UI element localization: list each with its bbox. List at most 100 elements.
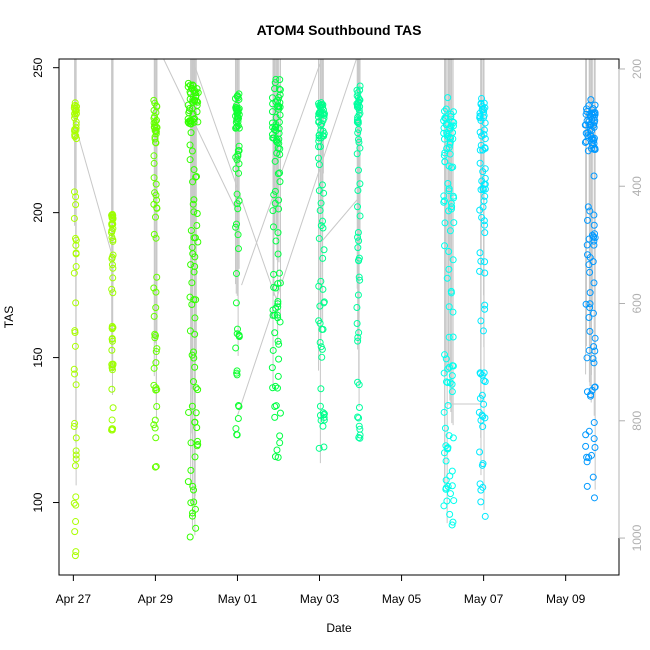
tas-point — [589, 473, 597, 481]
tas-point — [234, 122, 242, 130]
tas-point — [72, 381, 80, 389]
tas-point — [444, 365, 452, 373]
tas-point — [274, 229, 282, 237]
tas-point — [442, 457, 450, 465]
tas-point — [274, 250, 282, 258]
tas-point — [447, 199, 455, 207]
tas-point — [234, 414, 242, 422]
tas-point — [71, 110, 79, 118]
tas-point — [449, 163, 457, 171]
tas-point — [355, 404, 363, 412]
transit-line — [236, 58, 357, 416]
tas-point — [151, 121, 159, 129]
tas-point — [450, 219, 458, 227]
tas-point — [234, 118, 242, 126]
tas-point — [153, 116, 161, 124]
tas-point — [71, 114, 79, 122]
chart-title: ATOM4 Southbound TAS — [257, 22, 422, 38]
tas-point — [72, 493, 80, 501]
tas-point — [315, 161, 323, 169]
x-tick-label: May 07 — [464, 592, 504, 606]
tas-point — [72, 548, 80, 556]
axes: Apr 27 Apr 29 May 01 May 03 May 05 May 07 May … — [31, 57, 644, 606]
y-tick-label: 150 — [31, 347, 45, 367]
tas-point — [315, 118, 323, 126]
tas-point — [449, 135, 457, 143]
tas-point — [153, 345, 161, 353]
tas-point — [319, 409, 327, 417]
tas-point — [441, 424, 449, 432]
tas-point — [232, 101, 240, 109]
tas-point — [443, 144, 451, 152]
tas-point — [275, 355, 283, 363]
tas-point — [271, 187, 279, 195]
tas-point — [194, 386, 202, 394]
tas-point — [481, 414, 489, 422]
tas-point — [590, 241, 598, 249]
tas-point — [189, 98, 197, 106]
tas-point — [353, 320, 361, 328]
tas-point — [271, 413, 279, 421]
tas-point — [194, 440, 202, 448]
tas-point — [353, 150, 361, 158]
tas-point — [478, 371, 486, 379]
tas-point — [108, 426, 116, 434]
tas-point — [477, 117, 485, 125]
tas-point — [234, 94, 242, 102]
tas-point — [72, 447, 80, 455]
tas-point — [479, 327, 487, 335]
tas-point — [192, 524, 200, 532]
tas-point — [150, 421, 158, 429]
tas-point — [232, 105, 240, 113]
tas-point — [589, 309, 597, 317]
tas-point — [445, 265, 453, 273]
tas-point — [193, 221, 201, 229]
tas-point — [275, 340, 283, 348]
tas-point — [354, 129, 362, 137]
tas-point — [481, 301, 489, 309]
tas-point — [152, 304, 160, 312]
tas-point — [108, 385, 116, 393]
tas-point — [476, 394, 484, 402]
tas-point — [583, 354, 591, 362]
tas-point — [481, 378, 489, 386]
tas-point — [187, 227, 195, 235]
tas-point — [268, 119, 276, 127]
tas-point — [440, 408, 448, 416]
tas-point — [444, 94, 452, 102]
tas-point — [270, 191, 278, 199]
right-tick-label: 200 — [630, 59, 644, 79]
tas-point — [71, 133, 79, 141]
tas-point — [590, 211, 598, 219]
tas-point — [234, 402, 242, 410]
tas-point — [585, 314, 593, 322]
tas-point — [586, 289, 594, 297]
tas-point — [584, 251, 592, 259]
tas-point — [232, 223, 240, 231]
tas-point — [315, 235, 323, 243]
tas-point — [476, 109, 484, 117]
tas-point — [480, 400, 488, 408]
tas-point — [150, 159, 158, 167]
tas-point — [152, 213, 160, 221]
tas-point — [354, 244, 362, 252]
tas-point — [274, 372, 282, 380]
tas-point — [150, 174, 158, 182]
tas-point — [318, 181, 326, 189]
tas-point — [272, 237, 280, 245]
tas-point — [586, 121, 594, 129]
tas-point — [449, 192, 457, 200]
tas-point — [445, 248, 453, 256]
tas-point — [235, 142, 243, 150]
tas-point — [590, 172, 598, 180]
tas-point — [186, 327, 194, 335]
tas-point — [449, 518, 457, 526]
tas-point — [586, 131, 594, 139]
tas-point — [234, 205, 242, 213]
tas-point — [232, 220, 240, 228]
tas-point — [234, 245, 242, 253]
tas-point — [273, 149, 281, 157]
tas-point — [275, 102, 283, 110]
tas-point — [354, 291, 362, 299]
tas-point — [276, 279, 284, 287]
